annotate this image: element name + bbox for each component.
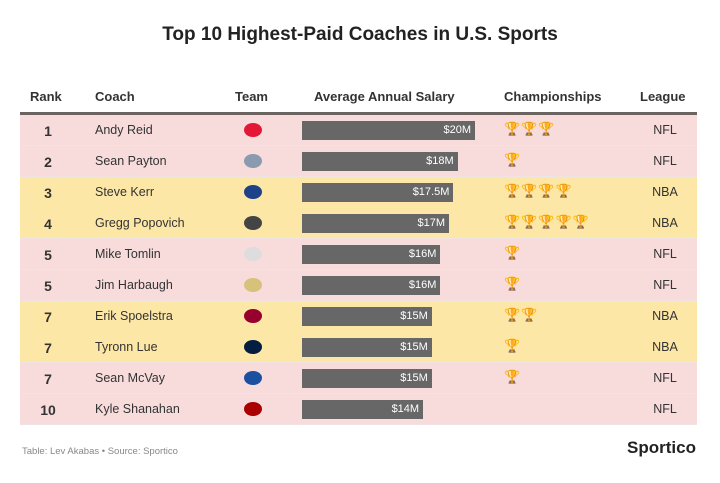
salary-label: $16M <box>408 248 437 260</box>
steelers-logo-icon <box>244 247 262 261</box>
coach-name: Kyle Shanahan <box>95 402 180 416</box>
rank: 7 <box>44 340 52 356</box>
salary-label: $17M <box>417 217 445 229</box>
trophy-icons: 🏆🏆🏆 <box>504 121 556 136</box>
trophy-icons: 🏆 <box>504 276 522 291</box>
league: NFL <box>653 278 677 292</box>
rank: 10 <box>40 402 56 418</box>
rank: 3 <box>44 185 52 201</box>
trophy-icons: 🏆 <box>504 152 522 167</box>
rank: 1 <box>44 123 52 139</box>
header-coach: Coach <box>95 89 135 104</box>
coach-name: Steve Kerr <box>95 185 155 199</box>
header-team: Team <box>235 89 268 104</box>
salary-bar: $20M <box>302 121 475 140</box>
table-row: 1 Andy Reid $20M 🏆🏆🏆 NFL <box>20 115 697 146</box>
salary-bar: $16M <box>302 276 441 295</box>
49ers-logo-icon <box>244 402 262 416</box>
salary-bar: $18M <box>302 152 458 171</box>
league: NBA <box>652 216 678 230</box>
rank: 4 <box>44 216 52 232</box>
salary-label: $18M <box>426 155 454 167</box>
coach-name: Mike Tomlin <box>95 247 161 261</box>
header-salary: Average Annual Salary <box>314 89 455 104</box>
table-row: 2 Sean Payton $18M 🏆 NFL <box>20 146 697 177</box>
rams-logo-icon <box>244 371 262 385</box>
league: NBA <box>652 309 678 323</box>
salary-label: $14M <box>391 403 420 415</box>
salary-label: $16M <box>408 279 437 291</box>
league: NFL <box>653 402 677 416</box>
trophy-icons: 🏆 <box>504 369 522 384</box>
header-championships: Championships <box>504 89 602 104</box>
salary-label: $20M <box>443 124 471 136</box>
chart-title: Top 10 Highest-Paid Coaches in U.S. Spor… <box>162 24 558 45</box>
trophy-icons: 🏆🏆🏆🏆 <box>504 183 573 198</box>
trophy-icons: 🏆🏆🏆🏆🏆 <box>504 214 590 229</box>
league: NBA <box>652 340 678 354</box>
salary-bar: $17.5M <box>302 183 454 202</box>
salary-label: $15M <box>400 372 428 384</box>
table-row: 7 Sean McVay $15M 🏆 NFL <box>20 363 697 394</box>
warriors-logo-icon <box>244 185 262 199</box>
footer-credit: Table: Lev Akabas • Source: Sportico <box>22 446 178 457</box>
rank: 2 <box>44 154 52 170</box>
coach-name: Erik Spoelstra <box>95 309 173 323</box>
table-row: 7 Erik Spoelstra $15M 🏆🏆 NBA <box>20 301 697 332</box>
league: NFL <box>653 123 677 137</box>
header-league: League <box>640 89 686 104</box>
table-row: 4 Gregg Popovich $17M 🏆🏆🏆🏆🏆 NBA <box>20 208 697 239</box>
chargers-logo-icon <box>244 278 262 292</box>
coach-name: Gregg Popovich <box>95 216 185 230</box>
rank: 5 <box>44 278 52 294</box>
salary-label: $15M <box>400 310 428 322</box>
table-row: 10 Kyle Shanahan $14M NFL <box>20 394 697 425</box>
table-header: Rank Coach Team Average Annual Salary Ch… <box>20 89 697 111</box>
rank: 7 <box>44 309 52 325</box>
salary-bar: $14M <box>302 400 424 419</box>
salary-bar: $17M <box>302 214 449 233</box>
table-row: 5 Jim Harbaugh $16M 🏆 NFL <box>20 270 697 301</box>
rank: 5 <box>44 247 52 263</box>
coach-name: Jim Harbaugh <box>95 278 173 292</box>
coach-name: Tyronn Lue <box>95 340 158 354</box>
salary-bar: $15M <box>302 338 432 357</box>
rank: 7 <box>44 371 52 387</box>
trophy-icons: 🏆 <box>504 245 522 260</box>
coach-name: Sean McVay <box>95 371 165 385</box>
spurs-logo-icon <box>244 216 262 230</box>
header-divider <box>20 112 697 115</box>
table-row: 7 Tyronn Lue $15M 🏆 NBA <box>20 332 697 363</box>
league: NFL <box>653 154 677 168</box>
salary-label: $17.5M <box>412 186 450 198</box>
coach-name: Andy Reid <box>95 123 153 137</box>
header-rank: Rank <box>30 89 62 104</box>
broncos-logo-icon <box>244 154 262 168</box>
league: NFL <box>653 371 677 385</box>
coach-name: Sean Payton <box>95 154 167 168</box>
table-row: 3 Steve Kerr $17.5M 🏆🏆🏆🏆 NBA <box>20 177 697 208</box>
league: NBA <box>652 185 678 199</box>
table-body: 1 Andy Reid $20M 🏆🏆🏆 NFL 2 Sean Payton $18M 🏆 NFL… <box>20 115 697 425</box>
trophy-icons: 🏆 <box>504 338 522 353</box>
salary-bar: $15M <box>302 369 432 388</box>
heat-logo-icon <box>244 309 262 323</box>
salary-label: $15M <box>400 341 428 353</box>
brand-logo: Sportico <box>627 438 696 457</box>
chiefs-logo-icon <box>244 123 262 137</box>
cavaliers-logo-icon <box>244 340 262 354</box>
table-row: 5 Mike Tomlin $16M 🏆 NFL <box>20 239 697 270</box>
trophy-icons: 🏆🏆 <box>504 307 539 322</box>
salary-bar: $16M <box>302 245 441 264</box>
league: NFL <box>653 247 677 261</box>
salary-bar: $15M <box>302 307 432 326</box>
